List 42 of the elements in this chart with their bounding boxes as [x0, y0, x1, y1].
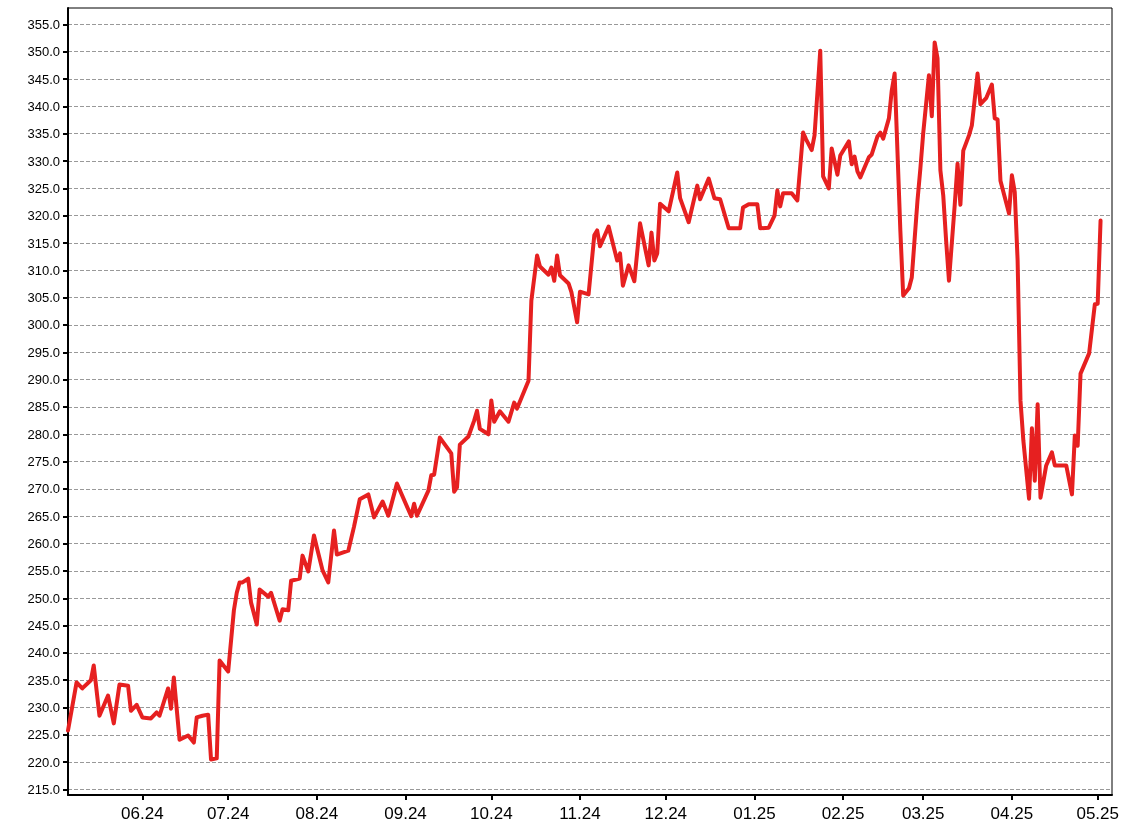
x-tick-label: 11.24 [559, 804, 601, 823]
x-tick-label: 01.25 [733, 804, 776, 823]
x-tick-label: 04.25 [990, 804, 1034, 823]
x-tick-label: 07.24 [206, 804, 250, 823]
y-tick-label: 240.0 [27, 645, 60, 661]
line-series [66, 40, 1103, 762]
y-tick-label: 290.0 [27, 372, 60, 388]
y-tick-label: 305.0 [27, 290, 60, 306]
y-tick-label: 330.0 [27, 153, 60, 169]
y-tick-label: 300.0 [27, 317, 60, 333]
y-tick-label: 255.0 [27, 563, 60, 579]
x-tick-label: 03.25 [901, 804, 945, 823]
y-tick-label: 295.0 [27, 344, 60, 360]
y-tick-label: 235.0 [27, 672, 60, 688]
x-tick-label: 05.25 [1076, 804, 1119, 823]
y-tick-label: 315.0 [27, 235, 60, 251]
x-tick-label: 10.24 [470, 804, 513, 823]
y-tick-label: 335.0 [27, 126, 60, 142]
y-tick-label: 245.0 [27, 618, 60, 634]
x-tick-label: 09.24 [384, 804, 427, 823]
y-tick-label: 325.0 [27, 180, 60, 196]
y-tick-label: 260.0 [27, 536, 60, 552]
y-tick-label: 350.0 [27, 44, 60, 60]
x-tick-label: 08.24 [295, 804, 339, 823]
y-tick-label: 270.0 [27, 481, 60, 497]
y-tick-label: 280.0 [27, 426, 60, 442]
x-tick-label: 02.25 [821, 804, 865, 823]
y-tick-label: 225.0 [27, 727, 60, 743]
y-tick-label: 265.0 [27, 508, 60, 524]
y-tick-label: 320.0 [27, 208, 60, 224]
y-tick-label: 355.0 [27, 16, 60, 32]
y-tick-label: 230.0 [27, 700, 60, 716]
y-tick-label: 310.0 [27, 262, 60, 278]
y-tick-label: 345.0 [27, 71, 60, 87]
y-tick-label: 340.0 [27, 98, 60, 114]
y-tick-label: 250.0 [27, 590, 60, 606]
y-tick-label: 220.0 [27, 754, 60, 770]
x-tick-label: 06.24 [121, 804, 164, 823]
x-tick-label: 12.24 [644, 804, 688, 823]
y-tick-label: 285.0 [27, 399, 60, 415]
y-tick-label: 215.0 [27, 782, 60, 798]
y-tick-label: 275.0 [27, 454, 60, 470]
